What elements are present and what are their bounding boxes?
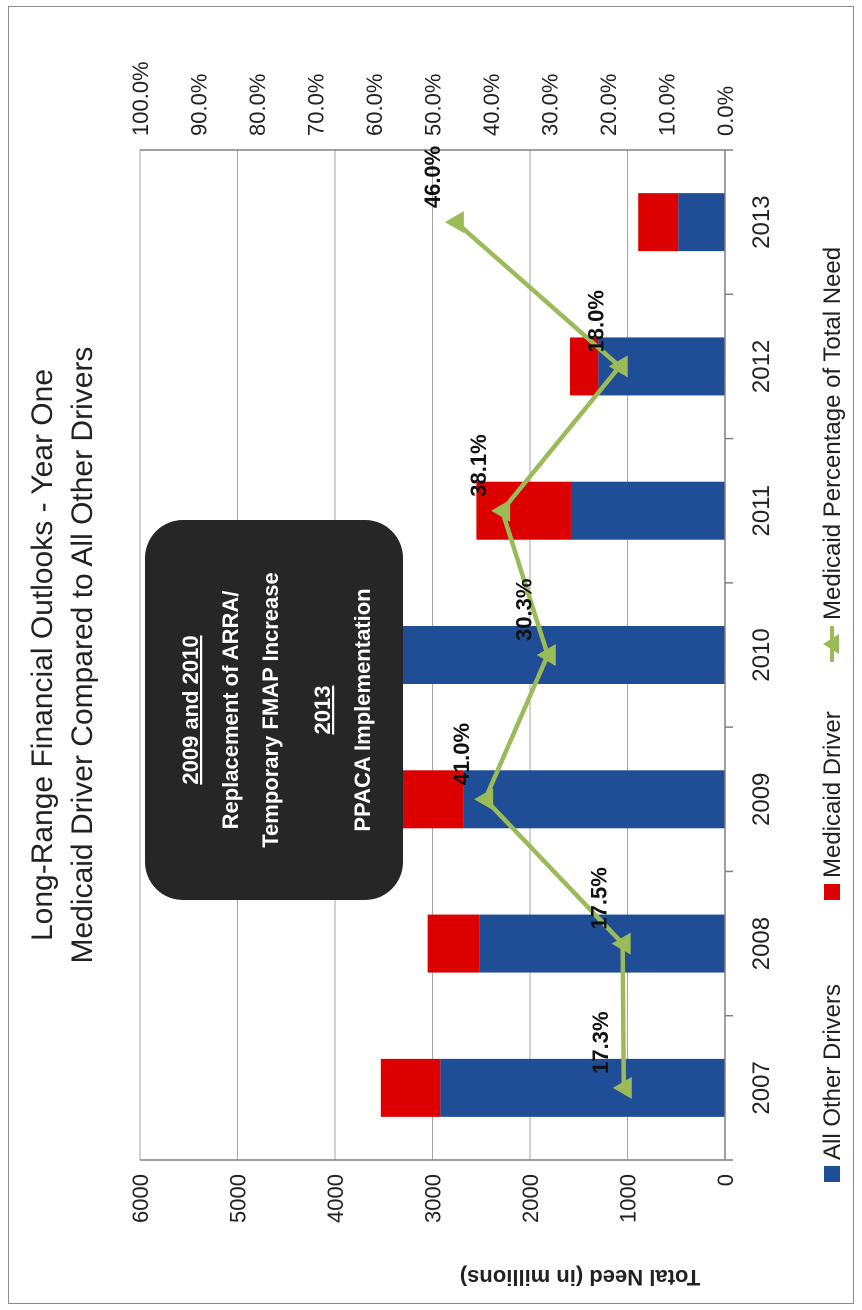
x-tick-label: 2008 [748, 917, 775, 970]
bar-all-other-drivers [440, 1058, 725, 1117]
bar-all-other-drivers [463, 770, 725, 829]
y2-tick-label: 0.0% [713, 86, 738, 136]
percentage-data-label: 41.0% [449, 723, 474, 785]
bar-medicaid-driver [427, 914, 480, 973]
percentage-data-label: 38.1% [466, 434, 491, 496]
y-tick-label: 3000 [421, 1174, 446, 1223]
bar-all-other-drivers [598, 337, 725, 396]
bar-medicaid-driver [476, 481, 571, 540]
legend-label-medicaid-driver: Medicaid Driver [819, 711, 846, 878]
x-tick-label: 2011 [748, 485, 775, 537]
legend-label-medicaid-percentage: Medicaid Percentage of Total Need [819, 247, 846, 620]
annotation-background [145, 520, 403, 900]
axes: 0 1000 2000 3000 4000 5000 6000 0.0% 10.0% 20.0% 3… [128, 61, 775, 1223]
percentage-marker [474, 788, 494, 811]
title: Long-Range Financial Outlooks - Year One… [26, 347, 99, 964]
y2-tick-label: 50.0% [421, 74, 446, 136]
percentage-data-label: 17.3% [588, 1011, 613, 1073]
percentage-line: 17.3% 17.5% 41.0% 30.3% 38.1% 18.0% 46.0% [420, 146, 632, 1099]
bar-all-other-drivers [393, 626, 725, 684]
annotation-box: 2009 and 2010 Replacement of ARRA/ Tempo… [145, 520, 403, 900]
y-tick-label: 1000 [616, 1174, 641, 1223]
percentage-marker [444, 211, 464, 234]
percentage-marker [611, 932, 631, 955]
percentage-data-label: 18.0% [584, 290, 609, 352]
bar-all-other-drivers [678, 193, 726, 252]
bar-all-other-drivers [479, 914, 725, 973]
title-line-2: Medicaid Driver Compared to All Other Dr… [66, 347, 99, 964]
bar-all-other-drivers [570, 481, 726, 540]
x-tick-label: 2010 [748, 628, 775, 681]
percentage-marker [608, 355, 628, 378]
y-tick-label: 0 [713, 1174, 738, 1186]
x-tick-label: 2013 [748, 195, 775, 248]
y2-tick-label: 100.0% [128, 61, 153, 136]
legend-swatch-all-other-drivers [824, 1166, 840, 1182]
annotation-line-1: 2009 and 2010 [178, 635, 203, 784]
x-tick-label: 2007 [748, 1061, 775, 1114]
bar-medicaid-driver [638, 193, 679, 252]
y-axis-label: Total Need (in millions) [460, 1265, 700, 1290]
legend-label-all-other-drivers: All Other Drivers [819, 984, 846, 1160]
percentage-data-label: 46.0% [420, 146, 445, 208]
y-tick-label: 5000 [226, 1174, 251, 1223]
percentage-data-label: 17.5% [587, 867, 612, 929]
y2-tick-label: 10.0% [655, 74, 680, 136]
y-tick-label: 6000 [128, 1174, 153, 1223]
y2-tick-label: 80.0% [245, 74, 270, 136]
annotation-line-3: Temporary FMAP Increase [258, 572, 283, 848]
annotation-line-2: Replacement of ARRA/ [218, 591, 243, 830]
x-tick-label: 2009 [748, 773, 775, 826]
y-tick-label: 4000 [323, 1174, 348, 1223]
annotation-line-5: PPACA Implementation [350, 588, 375, 831]
legend-swatch-medicaid-driver [824, 884, 840, 900]
x-tick-label: 2012 [748, 340, 775, 393]
y2-tick-label: 40.0% [479, 74, 504, 136]
y2-tick-label: 70.0% [304, 74, 329, 136]
bar-medicaid-driver [380, 1058, 441, 1117]
y-tick-label: 2000 [518, 1174, 543, 1223]
percentage-marker [491, 499, 511, 522]
percentage-marker [612, 1076, 632, 1099]
legend-line-marker [823, 634, 839, 654]
bar-medicaid-driver [569, 337, 599, 396]
y2-tick-label: 90.0% [187, 74, 212, 136]
title-line-1: Long-Range Financial Outlooks - Year One [26, 369, 59, 941]
y2-tick-label: 20.0% [596, 74, 621, 136]
y2-tick-label: 60.0% [362, 74, 387, 136]
percentage-marker [536, 644, 556, 666]
annotation-line-4: 2013 [310, 686, 335, 735]
legend: All Other Drivers Medicaid Driver Medica… [819, 247, 846, 1182]
y2-tick-label: 30.0% [538, 74, 563, 136]
percentage-data-label: 30.3% [512, 579, 537, 641]
